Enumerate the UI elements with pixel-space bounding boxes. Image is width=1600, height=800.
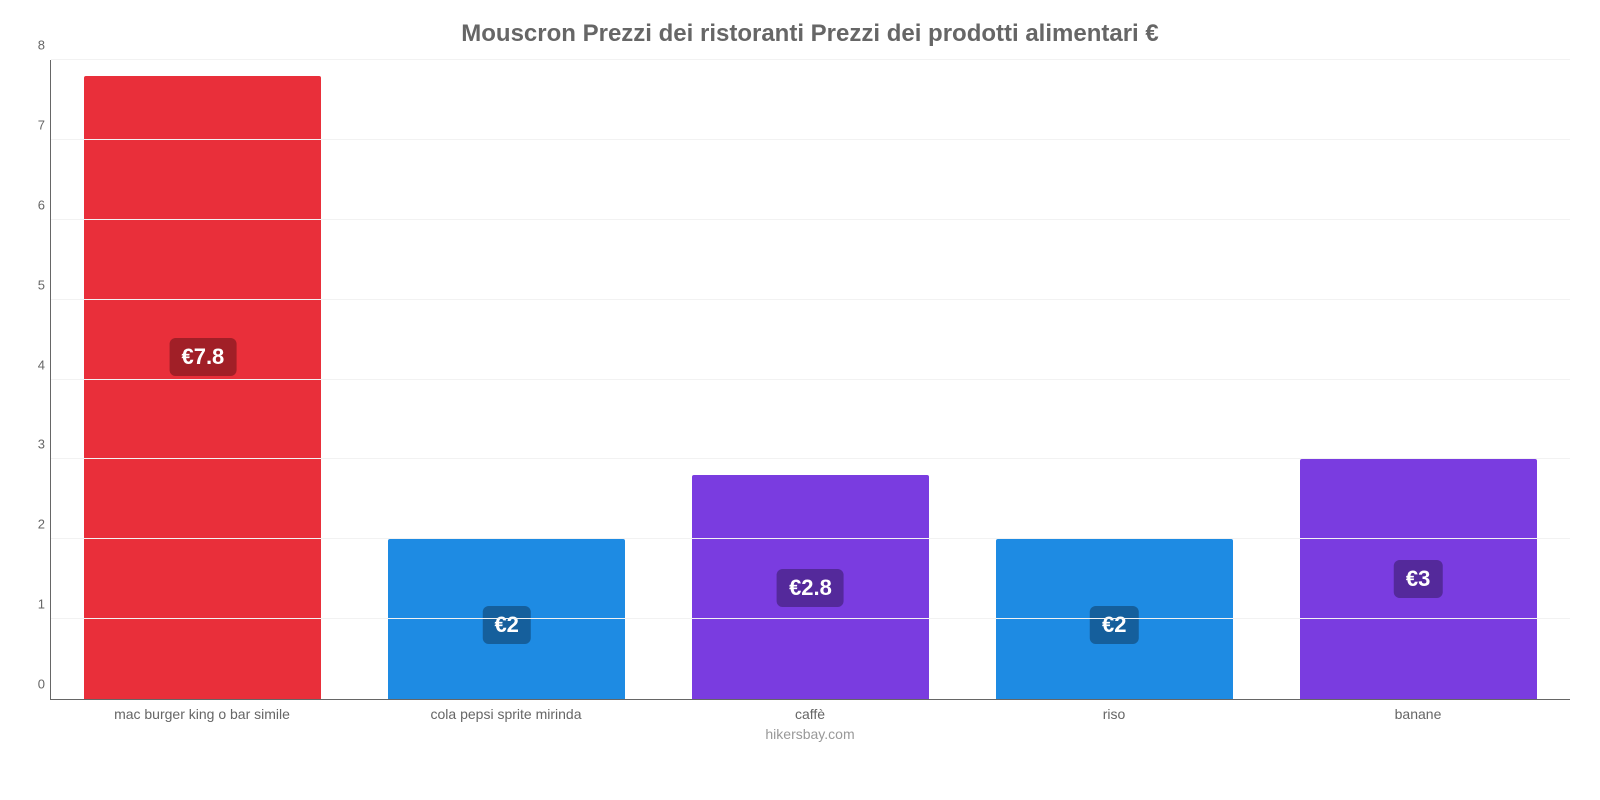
bar-slot: €2	[962, 60, 1266, 699]
bar-slot: €3	[1266, 60, 1570, 699]
grid-line	[51, 379, 1570, 380]
y-tick-label: 6	[23, 197, 45, 212]
bar-chart: Mouscron Prezzi dei ristoranti Prezzi de…	[0, 0, 1600, 800]
bar-slot: €2	[355, 60, 659, 699]
grid-line	[51, 538, 1570, 539]
y-tick-label: 2	[23, 517, 45, 532]
y-tick-label: 8	[23, 38, 45, 53]
y-tick-label: 5	[23, 277, 45, 292]
bars-container: €7.8 €2 €2.8 €2 €3	[51, 60, 1570, 699]
y-tick-label: 1	[23, 597, 45, 612]
bar: €2	[996, 539, 1233, 699]
grid-line	[51, 219, 1570, 220]
x-axis-label: cola pepsi sprite mirinda	[354, 706, 658, 722]
grid-line	[51, 139, 1570, 140]
bar: €7.8	[84, 76, 321, 699]
bar: €3	[1300, 459, 1537, 699]
chart-title: Mouscron Prezzi dei ristoranti Prezzi de…	[50, 20, 1570, 48]
x-axis-labels: mac burger king o bar similecola pepsi s…	[50, 706, 1570, 722]
value-label: €2	[1090, 606, 1138, 644]
bar-slot: €2.8	[659, 60, 963, 699]
bar: €2.8	[692, 475, 929, 699]
grid-line	[51, 618, 1570, 619]
bar: €2	[388, 539, 625, 699]
value-label: €7.8	[169, 338, 236, 376]
x-axis-label: banane	[1266, 706, 1570, 722]
y-tick-label: 4	[23, 357, 45, 372]
bar-slot: €7.8	[51, 60, 355, 699]
value-label: €2	[482, 606, 530, 644]
value-label: €2.8	[777, 569, 844, 607]
grid-line	[51, 59, 1570, 60]
value-label: €3	[1394, 560, 1442, 598]
grid-line	[51, 299, 1570, 300]
x-axis-label: mac burger king o bar simile	[50, 706, 354, 722]
chart-footer: hikersbay.com	[50, 726, 1570, 742]
grid-line	[51, 458, 1570, 459]
y-tick-label: 3	[23, 437, 45, 452]
x-axis-label: riso	[962, 706, 1266, 722]
plot-area: €7.8€2€2.8€2€3 012345678	[50, 60, 1570, 700]
x-axis-label: caffè	[658, 706, 962, 722]
y-tick-label: 0	[23, 677, 45, 692]
y-tick-label: 7	[23, 117, 45, 132]
